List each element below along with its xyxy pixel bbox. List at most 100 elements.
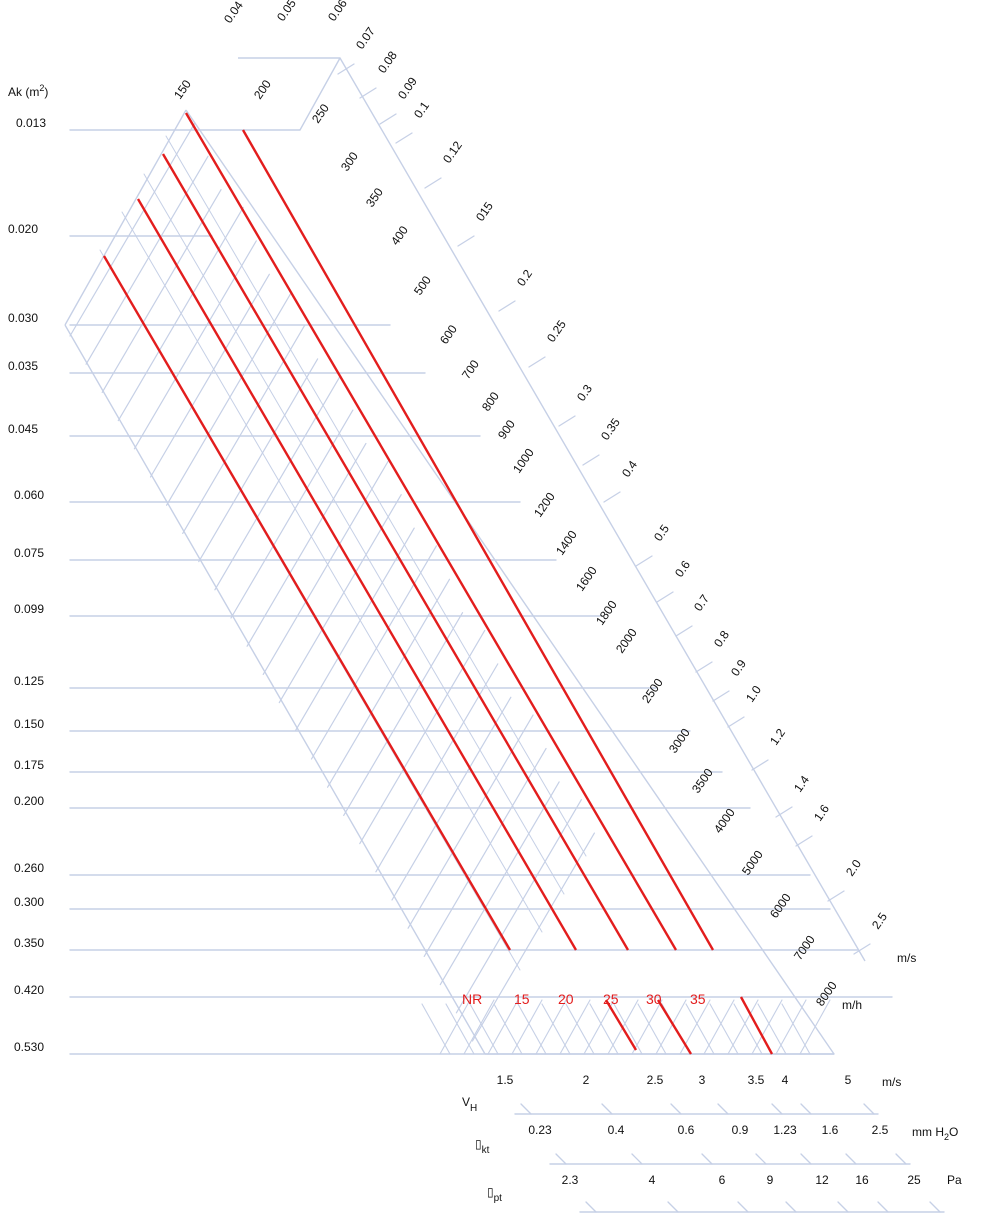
vh-tick-label: 3: [699, 1073, 706, 1087]
flow-tick-label: 250: [309, 101, 332, 126]
ak-axis-title: Ak (m2): [8, 83, 48, 99]
nr-curve: [161, 153, 630, 951]
velocity-unit-label: m/s: [897, 951, 916, 965]
velocity-tick-label: 0.06: [325, 0, 350, 24]
velocity-tick: [712, 690, 730, 702]
kt-unit-label: mm H2O: [912, 1125, 958, 1142]
kt-tick: [845, 1153, 857, 1165]
velocity-tick-label: 0.6: [672, 558, 693, 580]
nr-value-label: 25: [603, 991, 619, 1007]
pt-unit-label: Pa: [947, 1173, 962, 1187]
ak-tick-label: 0.035: [8, 359, 38, 373]
left-lower-edge: [64, 324, 486, 1055]
velocity-tick-label: 0.05: [274, 0, 299, 24]
flow-tick-label: 8000: [813, 979, 840, 1009]
base-gridline: [589, 1003, 619, 1055]
pt-tick: [877, 1201, 889, 1213]
kt-tick: [555, 1153, 567, 1165]
vh-tick: [800, 1103, 812, 1115]
pt-tick: [737, 1201, 749, 1213]
ak-tick-label: 0.530: [14, 1040, 44, 1054]
flow-tick-label: 1800: [593, 598, 620, 628]
flow-tick-label: 7000: [791, 933, 818, 963]
velocity-tick-label: 0.1: [411, 99, 432, 121]
base-gridline: [445, 1003, 475, 1055]
diag-gridline: [310, 545, 438, 760]
vh-label: VH: [462, 1095, 477, 1114]
diag-gridline: [230, 409, 354, 619]
kt-tick-label: 0.4: [608, 1123, 625, 1137]
velocity-tick-label: 0.08: [375, 48, 400, 75]
ak-tick-label: 0.300: [14, 895, 44, 909]
flow-tick-label: 900: [495, 417, 518, 442]
vh-unit-label: m/s: [882, 1075, 901, 1089]
velocity-tick-label: 0.4: [619, 458, 640, 480]
diag-gridline: [471, 832, 595, 1042]
nr-curve: [241, 129, 715, 951]
base-gridline: [535, 999, 567, 1055]
ak-tick-label: 0.350: [14, 936, 44, 950]
velocity-tick: [457, 235, 475, 247]
diag-gridline: [375, 663, 499, 873]
pt-tick-label: 25: [907, 1173, 921, 1187]
flow-tick-label: 400: [388, 223, 411, 248]
grid-lines: [64, 57, 945, 1213]
ak-tick-label: 0.200: [14, 794, 44, 808]
base-gridline: [559, 999, 591, 1055]
diag-gridline: [214, 376, 341, 591]
velocity-tick: [558, 415, 576, 427]
kt-tick: [755, 1153, 767, 1165]
base-gridline: [655, 999, 687, 1055]
vh-tick-label: 2: [583, 1073, 590, 1087]
ak-tick-label: 0.099: [14, 602, 44, 616]
kt-tick-label: 1.6: [822, 1123, 839, 1137]
velocity-tick: [603, 491, 621, 503]
diag-gridline: [439, 781, 560, 986]
ak-tick-label: 0.420: [14, 983, 44, 997]
velocity-tick: [379, 113, 397, 125]
flow-tick-label: 500: [411, 273, 434, 298]
velocity-tick: [528, 356, 546, 368]
pt-label: ▯pt: [487, 1185, 502, 1204]
velocity-tick: [635, 555, 653, 567]
velocity-tick: [775, 806, 793, 818]
kt-tick-label: 0.9: [732, 1123, 749, 1137]
nr-curve-tail: [656, 999, 693, 1055]
velocity-tick-label: 0.9: [728, 657, 749, 679]
velocity-tick: [675, 625, 693, 637]
diag-gridline: [133, 240, 257, 450]
velocity-tick-label: 1.4: [791, 773, 812, 795]
vh-tick: [601, 1103, 613, 1115]
base-gridline: [469, 1003, 499, 1055]
pt-tick-label: 2.3: [562, 1173, 579, 1187]
base-gridline: [757, 1003, 787, 1055]
velocity-tick-label: 1.6: [811, 802, 832, 824]
base-gridline: [541, 1003, 571, 1055]
pt-tick-label: 6: [719, 1173, 726, 1187]
diag-gridline: [359, 629, 486, 845]
flow-axis-line: [185, 109, 835, 1055]
vh-tick: [771, 1103, 783, 1115]
flow-tick-label: 600: [437, 322, 460, 347]
flow-tick-label: 800: [479, 389, 502, 414]
velocity-tick: [359, 87, 377, 99]
diag-gridline: [262, 460, 389, 676]
flow-tick-label: 700: [459, 357, 482, 382]
base-gridline: [685, 1003, 715, 1055]
velocity-tick-label: 1.0: [743, 683, 764, 705]
diag-gridline: [198, 358, 319, 563]
flow-tick-label: 1400: [553, 528, 580, 558]
flow-tick-label: 350: [363, 185, 386, 210]
flow-tick-label: 1600: [573, 564, 600, 594]
flow-tick-label: 1200: [531, 490, 558, 520]
vh-tick: [717, 1103, 729, 1115]
ak-tick-label: 0.020: [8, 222, 38, 236]
diag-gridline: [101, 189, 222, 393]
vh-tick: [520, 1103, 532, 1115]
flow-tick-label: 150: [171, 77, 194, 102]
velocity-tick: [827, 890, 845, 902]
velocity-tick: [795, 835, 813, 847]
velocity-tick-label: 0.8: [711, 628, 732, 650]
ak-tick-label: 0.075: [14, 546, 44, 560]
pt-tick-label: 4: [649, 1173, 656, 1187]
